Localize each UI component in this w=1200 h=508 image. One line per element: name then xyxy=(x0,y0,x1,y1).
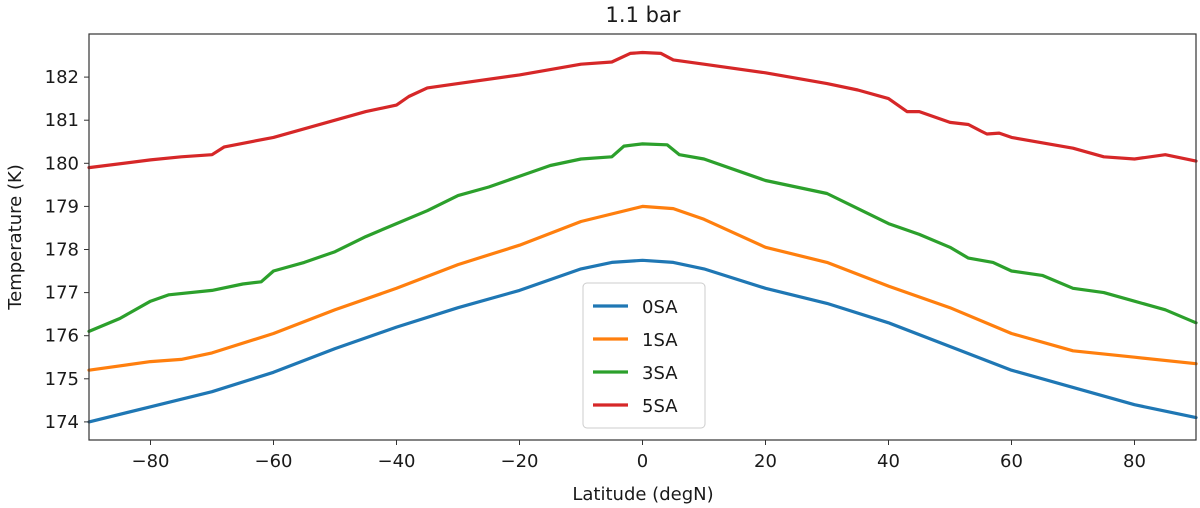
y-tick-label: 179 xyxy=(45,196,79,217)
axes-layer: −80 −60 −40 −20 0 20 40 60 80 174 175 176 177 178 179 1… xyxy=(45,33,1197,472)
x-tick-label: −20 xyxy=(501,451,539,472)
series-line-0SA xyxy=(87,258,1198,424)
x-tick-label: −40 xyxy=(378,451,416,472)
y-tick-label: 176 xyxy=(45,326,79,347)
x-tick-label: 40 xyxy=(877,451,900,472)
legend: 0SA 1SA 3SA 5SA xyxy=(582,282,706,429)
x-axis-label: Latitude (degN) xyxy=(572,484,713,505)
legend-label: 3SA xyxy=(642,363,678,384)
y-tick-label: 177 xyxy=(45,283,79,304)
y-tick-label: 174 xyxy=(45,412,79,433)
chart-title: 1.1 bar xyxy=(606,3,681,27)
series-line-1SA xyxy=(87,204,1198,372)
legend-box xyxy=(582,282,706,429)
x-tick-label: 60 xyxy=(1000,451,1023,472)
x-tick-label: 0 xyxy=(637,451,648,472)
y-tick-label: 178 xyxy=(45,239,79,260)
series-line-5SA xyxy=(87,50,1198,170)
series-line-3SA xyxy=(87,142,1198,333)
x-tick-label: 20 xyxy=(754,451,777,472)
y-tick-label: 180 xyxy=(45,153,79,174)
y-tick-label: 182 xyxy=(45,67,79,88)
x-tick-label: −60 xyxy=(255,451,293,472)
x-tick-label: 80 xyxy=(1123,451,1146,472)
y-axis-label: Temperature (K) xyxy=(5,164,26,311)
series-layer xyxy=(87,50,1198,424)
legend-label: 5SA xyxy=(642,396,678,417)
y-tick-label: 175 xyxy=(45,369,79,390)
legend-label: 1SA xyxy=(642,330,678,351)
legend-label: 0SA xyxy=(642,297,678,318)
x-tick-label: −80 xyxy=(132,451,170,472)
y-tick-label: 181 xyxy=(45,110,79,131)
